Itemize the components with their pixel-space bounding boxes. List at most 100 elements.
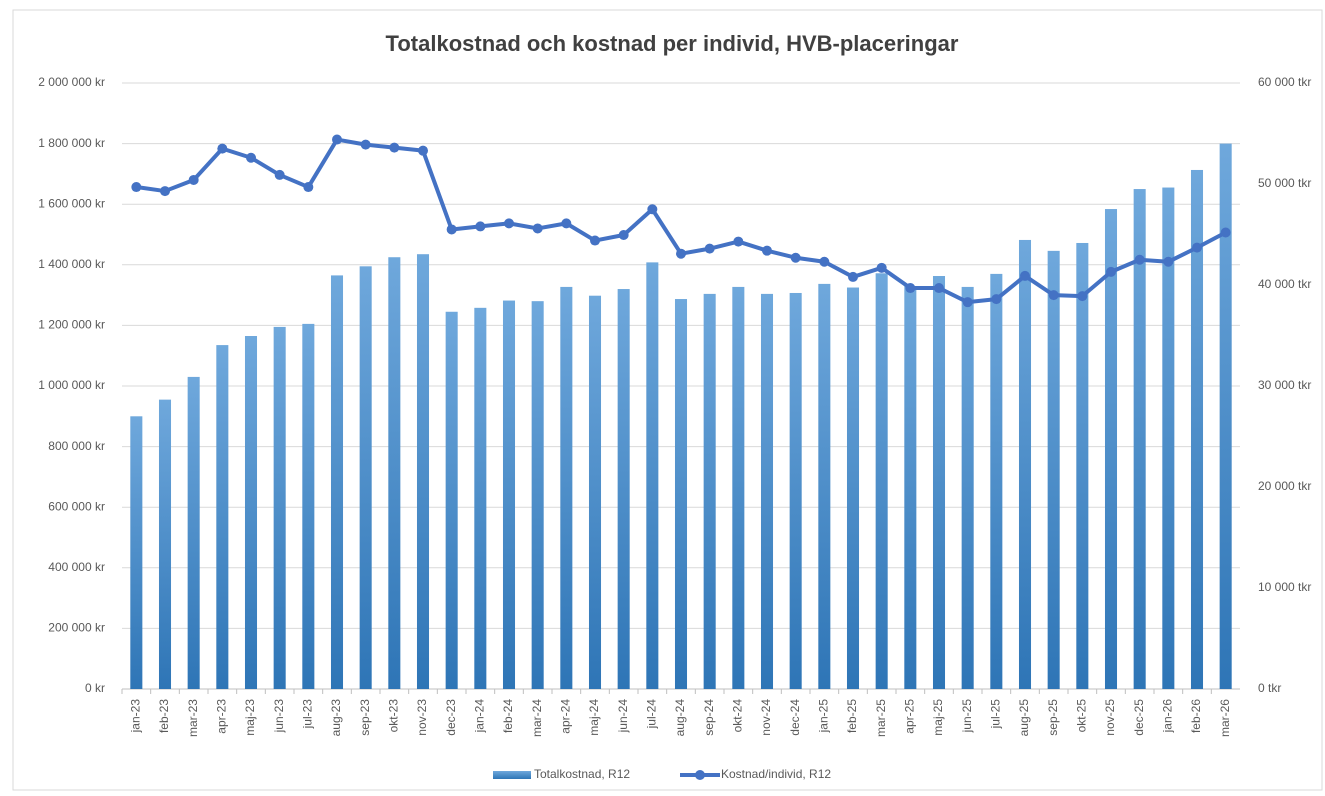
line-point: [1192, 242, 1202, 253]
x-tick-label: jun-25: [960, 699, 974, 734]
legend-swatch-point: [695, 770, 705, 780]
y-tick-label: 1 800 000 kr: [38, 136, 105, 150]
bar: [1076, 242, 1089, 689]
x-tick-label: jan-25: [817, 699, 831, 734]
x-tick-label: nov-25: [1103, 699, 1117, 736]
bar: [416, 254, 430, 689]
y2-tick-label: 50 000 tkr: [1258, 176, 1311, 190]
y-tick-label: 1 000 000 kr: [38, 378, 105, 392]
bar: [674, 299, 688, 689]
bar: [1018, 239, 1032, 690]
bar: [187, 376, 200, 689]
bar: [302, 323, 315, 689]
x-tick-label: nov-23: [415, 699, 429, 736]
line-point: [303, 182, 314, 193]
x-tick-label: apr-23: [215, 699, 229, 734]
legend-swatch: [493, 771, 531, 779]
bar: [617, 289, 630, 689]
x-tick-label: mar-25: [874, 699, 888, 737]
y-tick-label: 600 000 kr: [48, 499, 105, 513]
chart-frame: [12, 9, 1323, 791]
x-tick-label: jan-26: [1161, 699, 1175, 734]
x-tick-label: mar-24: [530, 699, 544, 737]
x-tick-label: okt-24: [731, 699, 745, 733]
x-tick-label: aug-24: [673, 699, 687, 737]
bar: [1047, 250, 1060, 689]
bar: [1104, 209, 1118, 689]
bar: [1219, 143, 1232, 690]
x-tick-label: jul-25: [989, 699, 1003, 730]
bar: [158, 399, 172, 689]
x-tick-label: feb-25: [845, 699, 859, 733]
x-tick-label: jul-23: [301, 699, 315, 730]
line-point: [647, 204, 658, 215]
line-point: [1077, 291, 1088, 302]
line-point: [618, 230, 629, 241]
line-point: [360, 139, 371, 150]
y-tick-label: 2 000 000 kr: [38, 75, 105, 89]
y2-tick-label: 60 000 tkr: [1258, 75, 1311, 89]
x-tick-label: feb-24: [501, 699, 515, 733]
x-tick-label: sep-23: [358, 699, 372, 736]
y-tick-label: 1 200 000 kr: [38, 318, 105, 332]
bar: [445, 311, 458, 689]
line: [136, 137, 1227, 305]
line-point: [1020, 270, 1030, 281]
x-tick-label: aug-23: [329, 699, 343, 737]
x-tick-label: feb-26: [1189, 699, 1203, 733]
line-point: [848, 271, 858, 282]
x-tick-label: mar-23: [186, 699, 200, 737]
x-tick-label: jan-23: [129, 699, 143, 734]
line-point: [905, 283, 916, 294]
legend-label: Totalkostnad, R12: [534, 767, 630, 781]
line-point: [1163, 256, 1174, 267]
line-point: [160, 186, 170, 197]
line-point: [418, 145, 428, 156]
line-point: [188, 174, 199, 185]
line-point: [475, 221, 486, 232]
line-point: [246, 152, 256, 163]
line-point: [819, 256, 830, 267]
bar: [474, 307, 487, 689]
x-tick-label: jan-24: [473, 699, 487, 734]
line-point: [1106, 266, 1116, 277]
x-tick-label: jun-24: [616, 699, 630, 734]
y-tick-label: 1 600 000 kr: [38, 196, 105, 210]
bar: [1162, 187, 1175, 689]
x-tick-label: aug-25: [1017, 699, 1031, 737]
bar: [273, 326, 286, 689]
x-tick-label: dec-24: [788, 699, 802, 736]
x-tick-label: nov-24: [759, 699, 773, 736]
x-tick-label: sep-25: [1046, 699, 1060, 736]
line-point: [876, 262, 887, 273]
y2-tick-label: 10 000 tkr: [1258, 580, 1311, 594]
bar: [703, 293, 716, 689]
bar: [1133, 189, 1146, 690]
x-tick-label: sep-24: [702, 699, 716, 736]
x-tick-label: mar-26: [1218, 699, 1232, 737]
bar: [789, 292, 802, 689]
line-point: [274, 169, 285, 180]
x-tick-label: dec-23: [444, 699, 458, 736]
bar: [932, 276, 946, 689]
line-point: [217, 143, 228, 154]
line-point: [1048, 290, 1059, 301]
bar: [244, 336, 258, 689]
line-point: [934, 283, 944, 294]
bar: [875, 273, 888, 689]
line-point: [733, 236, 744, 247]
line-point: [332, 134, 342, 145]
line-point: [762, 245, 772, 256]
y-tick-label: 400 000 kr: [48, 560, 105, 574]
bar: [990, 273, 1003, 689]
y2-tick-label: 0 tkr: [1258, 681, 1281, 695]
line-point: [1220, 227, 1231, 238]
bar: [818, 283, 831, 689]
line-point: [991, 294, 1002, 305]
bar: [560, 286, 573, 689]
x-tick-label: maj-23: [243, 699, 257, 736]
x-tick-label: jul-24: [645, 699, 659, 730]
x-tick-label: dec-25: [1132, 699, 1146, 736]
line-point: [389, 142, 400, 153]
